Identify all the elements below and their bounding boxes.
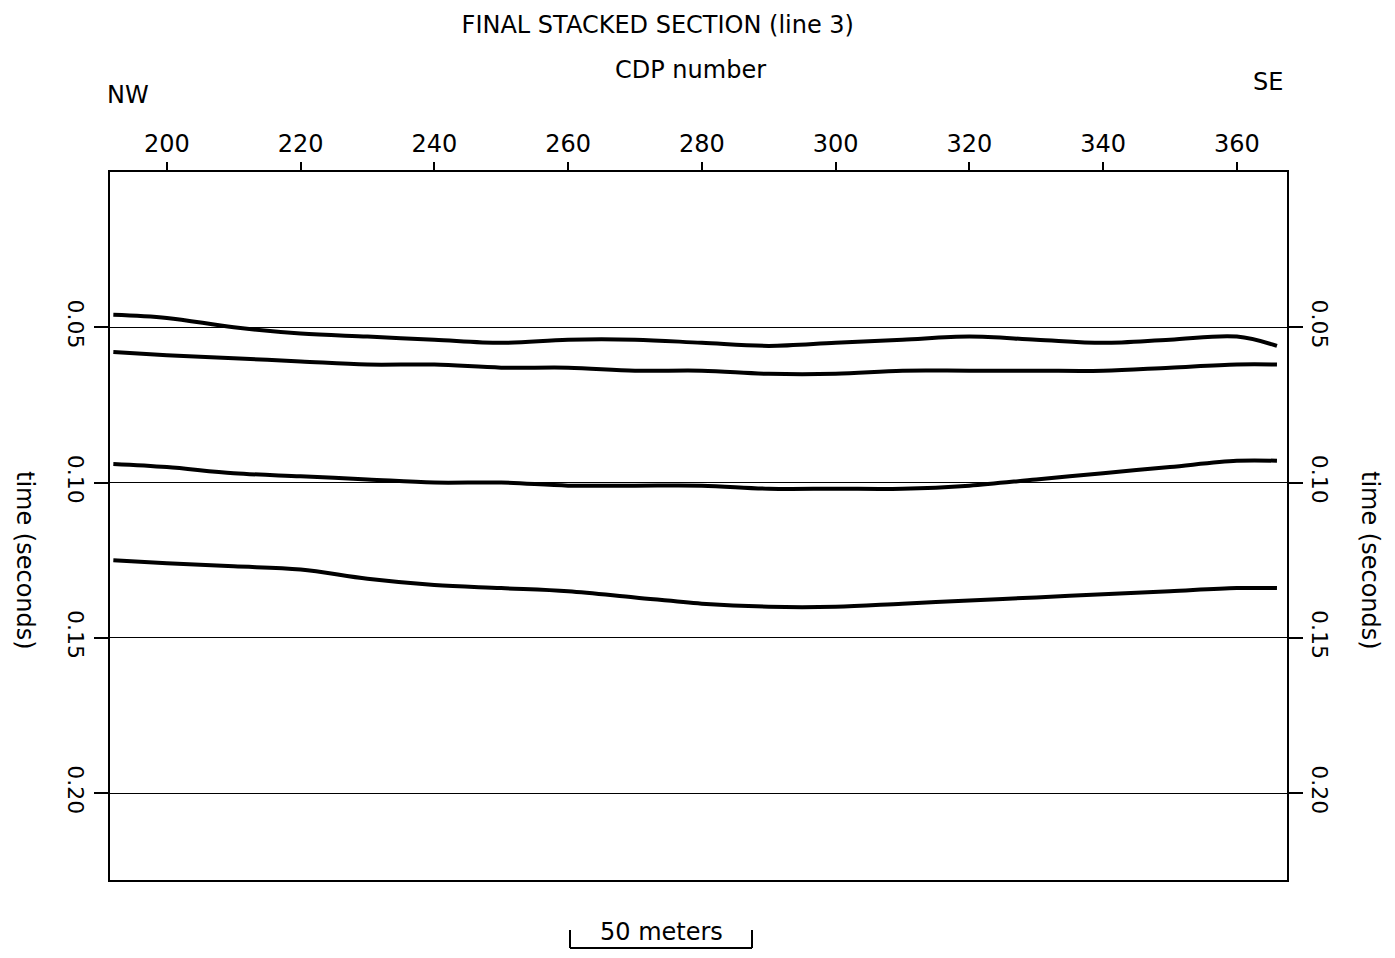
- svg-text:340: 340: [1080, 130, 1126, 158]
- svg-text:FINAL STACKED SECTION (line 3): FINAL STACKED SECTION (line 3): [462, 11, 854, 39]
- svg-text:280: 280: [679, 130, 725, 158]
- svg-text:320: 320: [946, 130, 992, 158]
- svg-text:0.20: 0.20: [63, 765, 88, 814]
- svg-text:240: 240: [411, 130, 457, 158]
- svg-text:0.15: 0.15: [1307, 610, 1332, 659]
- svg-text:time (seconds): time (seconds): [1356, 471, 1384, 650]
- svg-text:0.05: 0.05: [1307, 299, 1332, 348]
- svg-text:CDP number: CDP number: [615, 56, 766, 84]
- svg-text:0.10: 0.10: [63, 455, 88, 504]
- svg-text:SE: SE: [1253, 68, 1283, 96]
- svg-text:0.20: 0.20: [1307, 765, 1332, 814]
- svg-text:50 meters: 50 meters: [600, 918, 723, 946]
- svg-text:0.10: 0.10: [1307, 455, 1332, 504]
- svg-text:300: 300: [813, 130, 859, 158]
- svg-text:0.05: 0.05: [63, 299, 88, 348]
- svg-text:260: 260: [545, 130, 591, 158]
- svg-text:360: 360: [1214, 130, 1260, 158]
- svg-text:time (seconds): time (seconds): [11, 471, 39, 650]
- svg-text:220: 220: [278, 130, 324, 158]
- svg-text:NW: NW: [107, 81, 149, 109]
- svg-text:0.15: 0.15: [63, 610, 88, 659]
- svg-text:200: 200: [144, 130, 190, 158]
